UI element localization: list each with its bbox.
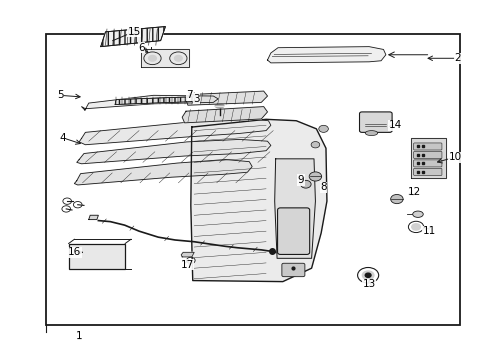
Text: 17: 17 (180, 260, 193, 270)
Text: 1: 1 (76, 331, 82, 341)
Polygon shape (74, 159, 252, 185)
Polygon shape (181, 252, 194, 257)
Circle shape (148, 55, 156, 61)
Text: 2: 2 (453, 53, 460, 63)
Text: 6: 6 (138, 43, 144, 53)
Ellipse shape (412, 211, 423, 217)
Text: 14: 14 (388, 120, 401, 130)
Text: 11: 11 (422, 226, 435, 236)
Circle shape (362, 271, 373, 279)
Polygon shape (185, 91, 267, 105)
FancyBboxPatch shape (413, 168, 441, 175)
Polygon shape (115, 97, 192, 104)
Text: 15: 15 (127, 27, 141, 37)
Circle shape (300, 180, 310, 188)
Polygon shape (81, 95, 218, 110)
Polygon shape (190, 119, 326, 282)
Ellipse shape (215, 104, 224, 108)
Circle shape (390, 194, 402, 204)
Text: 1: 1 (76, 332, 82, 342)
Text: 9: 9 (297, 175, 304, 185)
Text: 7: 7 (186, 90, 192, 100)
Polygon shape (410, 138, 445, 178)
Text: 3: 3 (193, 94, 200, 104)
Text: 12: 12 (407, 187, 420, 197)
Text: 4: 4 (59, 133, 65, 143)
Circle shape (318, 125, 328, 132)
Polygon shape (101, 27, 165, 47)
Text: 16: 16 (68, 247, 81, 257)
Polygon shape (267, 47, 385, 63)
Polygon shape (77, 139, 270, 164)
FancyBboxPatch shape (68, 243, 125, 269)
Text: 10: 10 (448, 152, 461, 162)
FancyBboxPatch shape (277, 208, 309, 255)
FancyBboxPatch shape (413, 152, 441, 158)
Text: 8: 8 (320, 182, 326, 192)
Polygon shape (182, 107, 267, 123)
Polygon shape (274, 159, 315, 258)
Circle shape (365, 273, 370, 277)
Circle shape (174, 55, 182, 61)
Polygon shape (89, 215, 98, 220)
FancyBboxPatch shape (281, 263, 304, 277)
Polygon shape (141, 49, 189, 67)
Bar (45, 33, 459, 325)
Ellipse shape (365, 131, 377, 136)
Circle shape (411, 224, 420, 230)
Circle shape (310, 141, 319, 148)
Text: 5: 5 (57, 90, 63, 100)
Text: 13: 13 (362, 279, 375, 289)
FancyBboxPatch shape (413, 160, 441, 167)
FancyBboxPatch shape (359, 112, 391, 132)
Circle shape (308, 172, 321, 181)
Polygon shape (79, 118, 270, 145)
FancyBboxPatch shape (413, 143, 441, 150)
